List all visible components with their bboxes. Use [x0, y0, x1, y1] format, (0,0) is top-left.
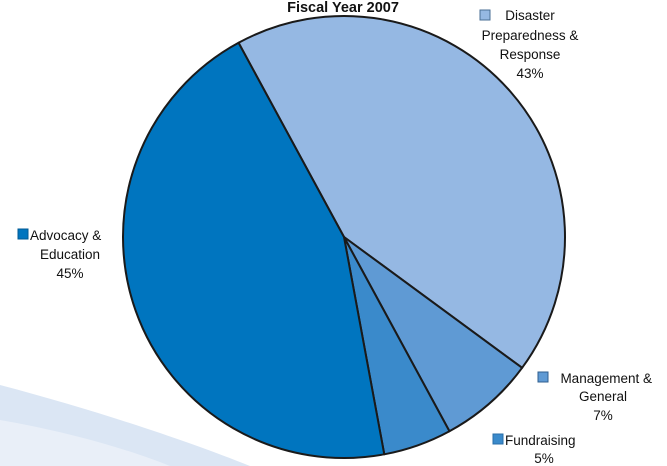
- chart-title: Fiscal Year 2007: [287, 0, 399, 16]
- slice-label-management-general: Management & General 7%: [537, 371, 652, 423]
- slice-percent: 5%: [534, 451, 554, 466]
- label-line: Response: [500, 47, 561, 62]
- slice-label-fundraising: Fundraising 5%: [492, 433, 576, 466]
- label-line: Fundraising: [505, 433, 576, 448]
- slice-percent: 43%: [516, 66, 543, 81]
- pie-slice-0: [237, 15, 566, 369]
- pie-slices: [122, 15, 566, 459]
- background-swoosh-inner: [0, 420, 170, 466]
- slice-label-disaster-preparedness: Disaster Preparedness & Response 43%: [479, 8, 579, 81]
- label-line: Disaster: [505, 8, 555, 23]
- label-line: General: [579, 389, 627, 404]
- pie-slice-3: [122, 41, 386, 459]
- label-line: Education: [40, 247, 100, 262]
- legend-swatch-advocacy-education: [17, 228, 29, 240]
- slice-label-advocacy-education: Advocacy & Education 45%: [17, 228, 101, 281]
- slice-percent: 7%: [593, 408, 613, 423]
- legend-swatch-disaster-preparedness: [479, 9, 491, 21]
- legend-swatch-management-general: [537, 371, 549, 383]
- label-line: Advocacy &: [30, 228, 101, 243]
- slice-percent: 45%: [56, 266, 83, 281]
- legend-swatch-fundraising: [492, 433, 504, 445]
- label-line: Management &: [560, 371, 652, 386]
- label-line: Preparedness &: [482, 28, 579, 43]
